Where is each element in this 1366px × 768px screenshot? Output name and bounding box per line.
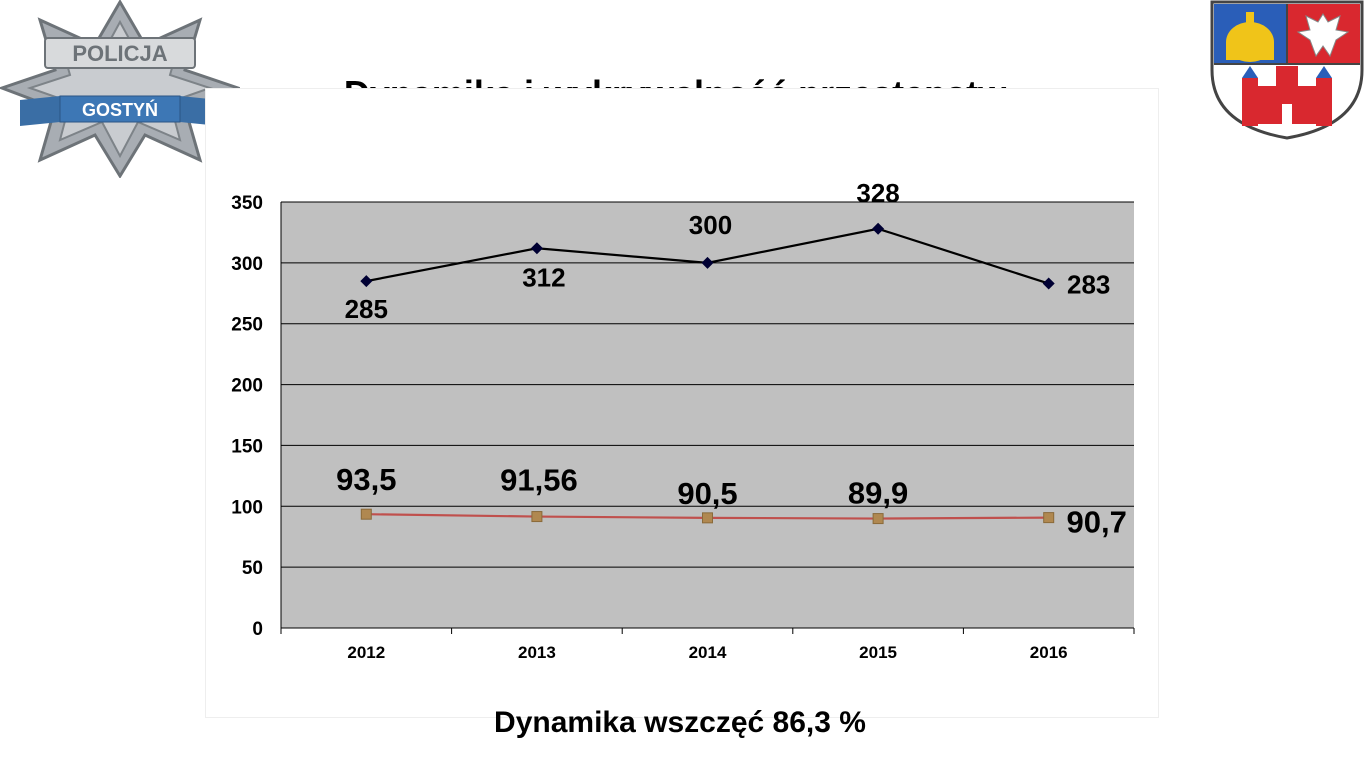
x-tick-label: 2014 xyxy=(689,643,727,662)
y-tick-label: 300 xyxy=(231,254,263,275)
series-1-data-label: 328 xyxy=(856,178,899,208)
series-1-point xyxy=(530,242,543,255)
series-2-point xyxy=(872,513,884,525)
police-logo-bottom-text: GOSTYŃ xyxy=(82,99,158,120)
plot-area xyxy=(281,202,1134,628)
y-tick-label: 150 xyxy=(231,436,263,457)
series-1-point xyxy=(872,222,885,235)
y-tick-label: 350 xyxy=(231,193,263,214)
y-tick-label: 250 xyxy=(231,315,263,336)
series-2-data-label: 93,5 xyxy=(336,462,396,497)
series-1-data-label: 285 xyxy=(345,294,388,324)
footer-note: Dynamika wszczęć 86,3 % xyxy=(494,706,866,739)
crest-logo xyxy=(1210,0,1364,140)
x-tick-label: 2012 xyxy=(347,643,385,662)
y-tick-label: 50 xyxy=(242,558,263,579)
x-tick-label: 2016 xyxy=(1030,643,1068,662)
series-1-point xyxy=(701,256,714,269)
series-2-point xyxy=(1043,512,1055,524)
series-1-data-label: 312 xyxy=(522,262,565,292)
x-tick-label: 2015 xyxy=(859,643,897,662)
series-2-point xyxy=(702,512,713,524)
series-2-point xyxy=(531,511,543,523)
y-tick-label: 100 xyxy=(231,497,263,518)
series-1-data-label: 300 xyxy=(689,210,732,240)
series-1-point xyxy=(360,275,373,288)
x-tick-label: 2013 xyxy=(518,643,556,662)
police-logo-top-text: POLICJA xyxy=(72,41,167,66)
series-2-data-label: 90,5 xyxy=(677,476,737,511)
series-2-point xyxy=(360,508,372,520)
series-1-data-label: 283 xyxy=(1067,270,1110,300)
y-tick-label: 0 xyxy=(252,619,263,640)
y-tick-label: 200 xyxy=(231,376,263,397)
series-2-data-label: 91,56 xyxy=(500,463,578,498)
series-1-point xyxy=(1042,277,1055,290)
coat-of-arms-icon xyxy=(1210,0,1364,140)
series-2-data-label: 89,9 xyxy=(848,476,908,511)
series-2-data-label: 90,7 xyxy=(1067,505,1127,540)
